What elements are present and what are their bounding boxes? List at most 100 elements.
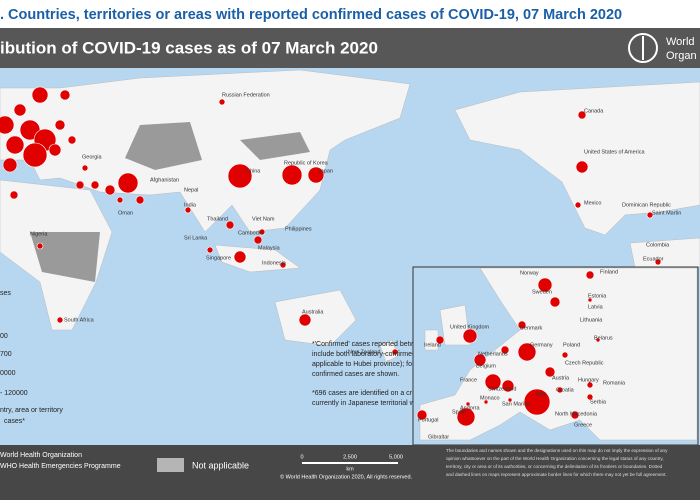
footer-org: WHO Health Emergencies Programme — [0, 463, 121, 470]
legend-text: 700 — [0, 351, 12, 358]
country-label: Australia — [302, 309, 324, 315]
case-marker — [561, 351, 569, 359]
country-label: Russian Federation — [222, 92, 270, 98]
copyright: © World Health Organization 2020, All ri… — [280, 473, 413, 480]
case-marker — [654, 258, 662, 266]
case-marker — [307, 166, 325, 184]
case-marker — [595, 337, 601, 343]
country-label: Ecuador — [643, 256, 664, 262]
case-marker — [298, 313, 312, 327]
case-marker — [227, 163, 253, 189]
country-label: Japan — [318, 168, 333, 174]
footnote: include both laboratory-confirmed and cl… — [312, 351, 509, 358]
legend-text: 0000 — [0, 370, 16, 377]
country-label: Viet Nam — [252, 216, 275, 222]
case-marker — [574, 201, 582, 209]
country-label: Dominican Republic — [622, 202, 671, 208]
grey-area — [30, 232, 100, 282]
subtitle: ibution of COVID-19 cases as of 07 March… — [0, 38, 378, 57]
case-marker — [523, 388, 551, 416]
case-marker — [104, 184, 116, 196]
legend-text: ses — [0, 290, 11, 297]
new-zealand — [379, 339, 399, 363]
country-label: China — [246, 168, 261, 174]
country-label: Norway — [520, 270, 539, 276]
case-marker — [22, 142, 48, 168]
case-marker — [116, 196, 124, 204]
logo-text: Organ — [666, 50, 697, 62]
subtitle-bar — [0, 28, 700, 68]
country-label: Georgia — [82, 154, 103, 160]
scale-label: 0 — [300, 454, 303, 460]
case-marker — [577, 110, 587, 120]
case-marker — [456, 407, 476, 427]
country-label: France — [460, 377, 477, 383]
logo-text: World — [666, 36, 695, 48]
country-label: Sweden — [532, 289, 552, 295]
case-marker — [56, 316, 64, 324]
country-label: San Marino — [502, 401, 530, 407]
case-marker — [184, 206, 192, 214]
case-marker — [537, 277, 553, 293]
country-label: Austria — [552, 375, 570, 381]
country-label: Canada — [584, 108, 604, 114]
case-marker — [13, 103, 27, 117]
north-america — [454, 81, 700, 236]
case-marker — [258, 228, 266, 236]
case-marker — [75, 180, 85, 190]
case-marker — [587, 297, 593, 303]
case-marker — [90, 180, 100, 190]
case-marker — [462, 328, 478, 344]
case-marker — [483, 399, 489, 405]
country-label: Netherlands — [478, 351, 508, 357]
not-applicable-areas — [30, 122, 310, 282]
legend-text: ntry, area or territory — [0, 407, 63, 414]
case-marker — [31, 86, 49, 104]
not-applicable-swatch — [157, 458, 184, 472]
country-label: Saint Martin — [652, 210, 681, 216]
disclaimer-line: The boundaries and names shown and the d… — [446, 448, 668, 453]
country-label: Portugal — [418, 417, 439, 423]
disclaimer: The boundaries and names shown and the d… — [446, 448, 668, 477]
europe — [419, 267, 698, 441]
country-label: Afghanistan — [150, 177, 179, 183]
case-marker — [54, 119, 66, 131]
country-label: Italy — [536, 391, 546, 397]
country-label: Philippines — [285, 226, 312, 232]
case-marker — [435, 335, 445, 345]
country-label: Cambodia — [238, 230, 264, 236]
case-marker — [500, 345, 510, 355]
case-marker — [507, 397, 513, 403]
case-marker — [484, 373, 502, 391]
who-logo — [628, 33, 658, 63]
case-marker — [646, 211, 654, 219]
inset-land — [419, 267, 698, 441]
country-label: Switzerland — [488, 386, 516, 392]
country-label: Greece — [574, 422, 592, 428]
country-label: Indonesia — [262, 260, 287, 266]
case-marker — [517, 342, 537, 362]
country-label: Gibraltar — [428, 434, 449, 440]
country-label: Poland — [563, 342, 580, 348]
country-label: Denmark — [520, 325, 543, 331]
case-marker — [218, 98, 226, 106]
legend-text: 00 — [0, 333, 8, 340]
grey-area — [240, 132, 310, 160]
case-marker — [0, 115, 15, 135]
country-label: Mexico — [584, 200, 601, 206]
footnote: currently in Japanese territorial waters… — [312, 400, 432, 407]
country-label: Colombia — [646, 242, 670, 248]
case-marker — [2, 157, 18, 173]
country-label: India — [184, 202, 197, 208]
footer-bar — [0, 445, 700, 500]
case-marker — [279, 261, 287, 269]
country-label: New Zealand — [348, 349, 380, 355]
title: . Countries, territories or areas with r… — [0, 7, 622, 23]
case-marker — [225, 220, 235, 230]
country-label: Hungary — [578, 377, 599, 383]
country-label: Singapore — [206, 255, 231, 261]
country-label: United Kingdom — [450, 324, 490, 330]
country-label: Belarus — [594, 335, 613, 341]
case-marker — [556, 386, 564, 394]
indonesia — [214, 244, 301, 273]
